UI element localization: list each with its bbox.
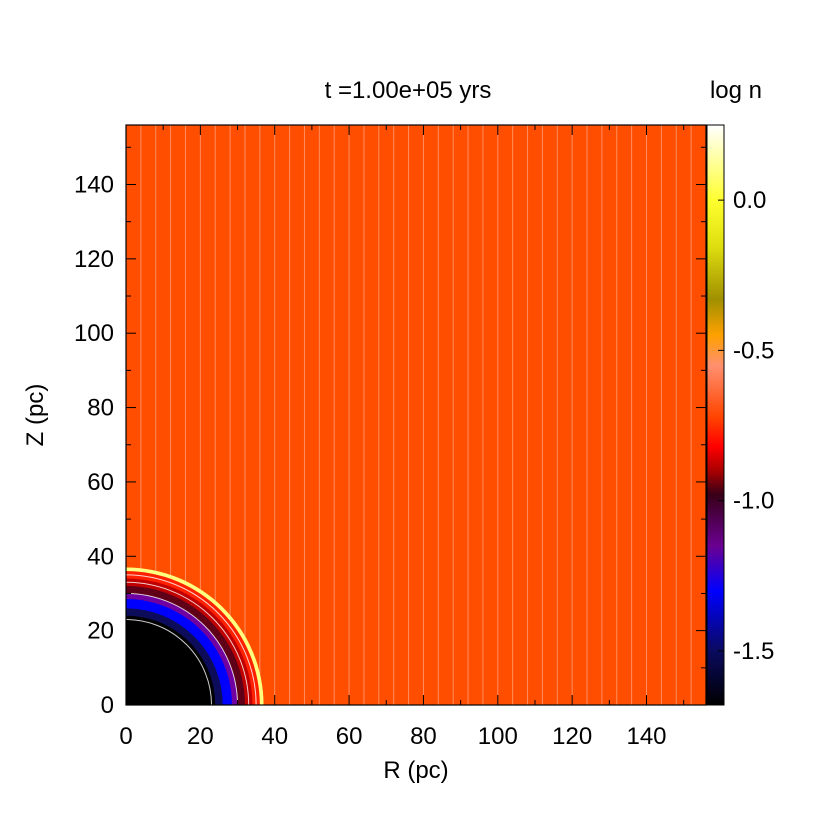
x-tick-label: 80 (410, 723, 437, 750)
x-axis-label: R (pc) (383, 757, 448, 784)
x-tick-label: 20 (187, 723, 214, 750)
y-tick-label: 60 (87, 469, 114, 496)
axis-ticks (125, 125, 706, 706)
y-tick-label: 0 (101, 692, 114, 719)
y-tick-label: 20 (87, 618, 114, 645)
bubble-layer (126, 615, 216, 705)
contour-line (126, 574, 257, 705)
colorbar-label: log n (710, 77, 762, 104)
x-tick-label: 100 (478, 723, 518, 750)
y-tick-label: 120 (74, 246, 114, 273)
x-tick-label: 60 (336, 723, 363, 750)
colorbar (706, 124, 725, 706)
contour-line (126, 581, 250, 705)
density-contours (126, 574, 257, 705)
colorbar-tick-label: -1.0 (733, 488, 774, 515)
colorbar-tick-label: 0.0 (733, 187, 766, 214)
y-tick-label: 100 (74, 320, 114, 347)
contour-line (126, 618, 213, 705)
x-tick-label: 0 (119, 723, 132, 750)
colorbar-ticks: 0.0 -0.5 -1.0 -1.5 (718, 187, 774, 665)
bubble-layers (126, 567, 264, 705)
contour-line (126, 592, 239, 705)
x-tick-label: 40 (261, 723, 288, 750)
y-tick-label: 140 (74, 171, 114, 198)
x-axis-tick-labels: 0 20 40 60 80 100 120 140 (119, 723, 666, 750)
y-tick-label: 40 (87, 543, 114, 570)
vertical-field-lines (140, 125, 706, 705)
plot-frame (125, 124, 707, 706)
plot-title: t =1.00e+05 yrs (325, 77, 492, 104)
x-tick-label: 140 (626, 723, 666, 750)
y-axis-label: Z (pc) (22, 384, 49, 447)
colorbar-tick-label: -0.5 (733, 337, 774, 364)
colorbar-tick-label: -1.5 (733, 638, 774, 665)
heatmap-plot-area (126, 125, 706, 705)
y-axis-tick-labels: 0 20 40 60 80 100 120 140 (74, 171, 114, 719)
y-tick-label: 80 (87, 395, 114, 422)
x-tick-label: 120 (552, 723, 592, 750)
